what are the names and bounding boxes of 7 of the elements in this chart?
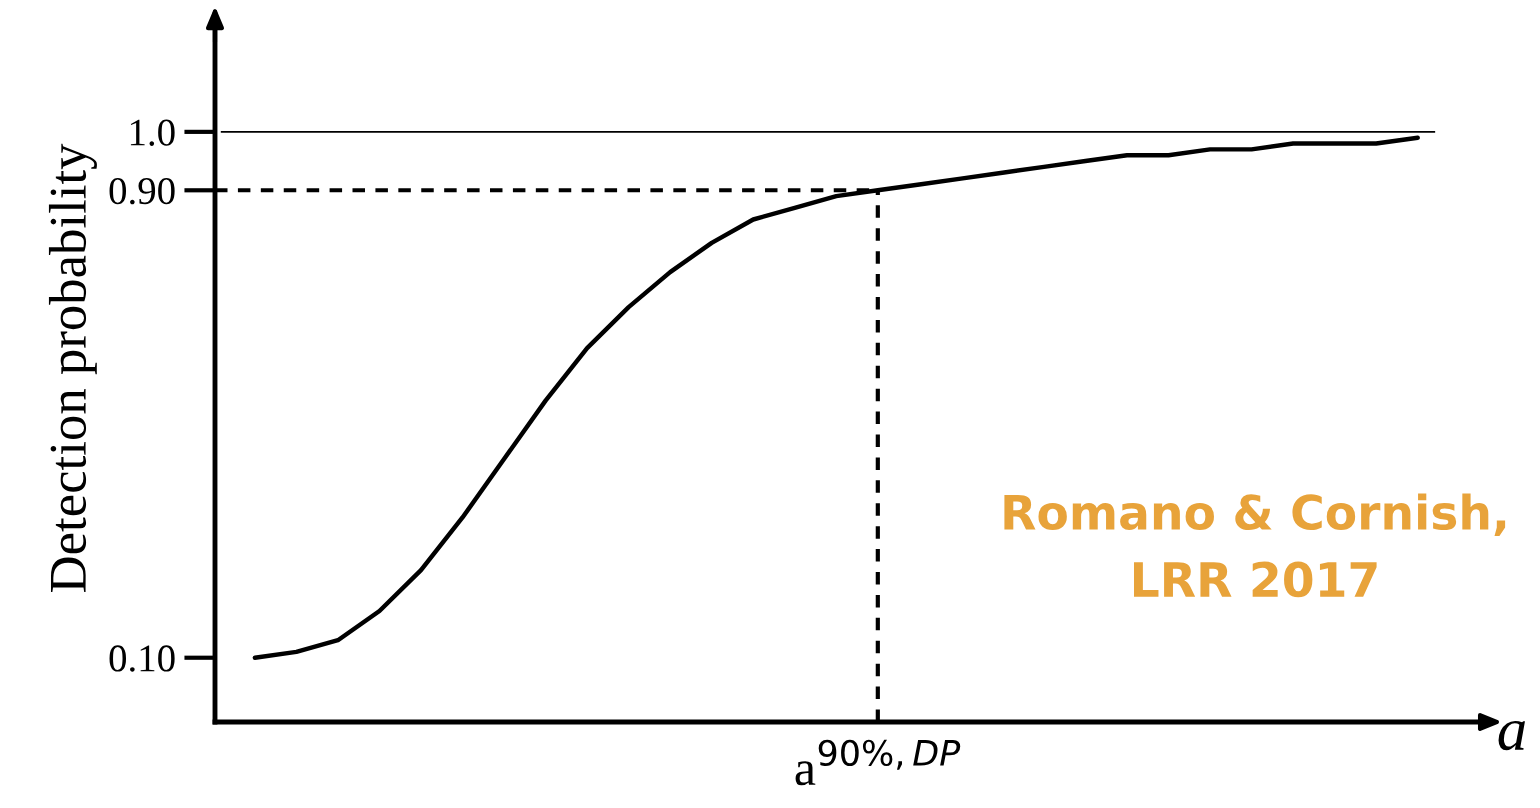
y-tick-label: 1.0 [130, 119, 175, 146]
annotation: Romano & Cornish, LRR 2017 [1004, 493, 1506, 598]
x-tick-label: a$^{90%,DP}$ [795, 739, 961, 786]
y-tick-label: 0.10 [109, 645, 175, 672]
y-axis-title: Detection probability [48, 143, 97, 592]
x-axis-title: a [1498, 720, 1525, 751]
y-tick-label: 0.90 [109, 177, 175, 205]
